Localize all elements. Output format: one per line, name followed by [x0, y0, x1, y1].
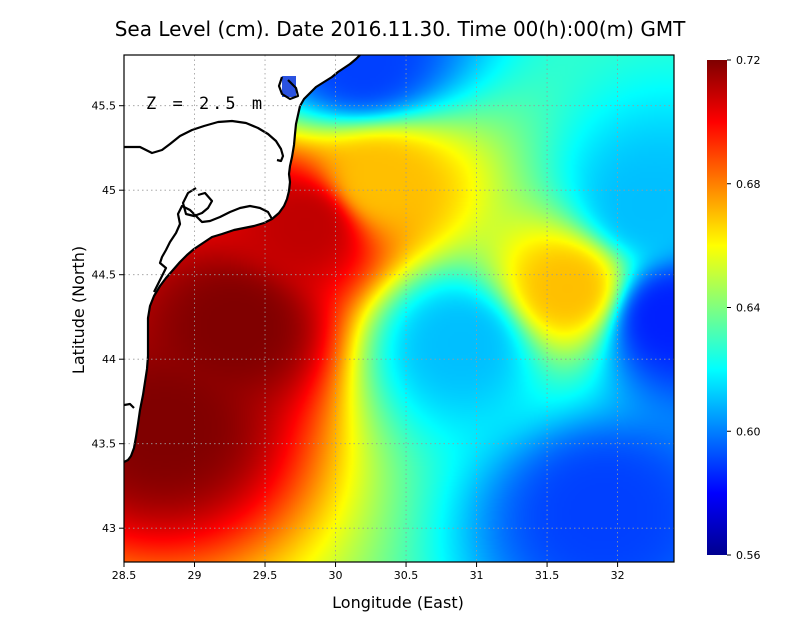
x-tick-label: 31 [470, 569, 484, 582]
x-tick-label: 29 [188, 569, 202, 582]
colorbar-tick-label: 0.68 [736, 178, 761, 191]
colorbar: 0.72 0.68 0.64 0.60 0.56 [707, 54, 761, 562]
coastline [124, 55, 361, 463]
y-tick-label: 45 [102, 184, 116, 197]
colorbar-tick-label: 0.60 [736, 425, 761, 438]
map-plot-area: 28.5 29 29.5 30 30.5 31 31.5 32 4343.54444.5454… [92, 54, 675, 582]
x-ticks: 28.5 29 29.5 30 30.5 31 31.5 32 [112, 562, 625, 582]
danube-arm-shore [277, 76, 300, 101]
plot-frame [123, 54, 675, 563]
y-tick-label: 45.5 [92, 100, 117, 113]
grid-lines [124, 55, 674, 562]
land-area [124, 55, 360, 462]
y-tick-label: 44.5 [92, 269, 117, 282]
x-axis-label: Longitude (East) [332, 593, 464, 612]
colorbar-ticks: 0.72 0.68 0.64 0.60 0.56 [727, 54, 761, 562]
chart-title: Sea Level (cm). Date 2016.11.30. Time 00… [115, 17, 686, 41]
y-axis-label: Latitude (North) [69, 246, 88, 374]
x-tick-label: 32 [611, 569, 625, 582]
lake-shore [124, 119, 285, 163]
y-tick-label: 43.5 [92, 438, 117, 451]
liman-shore [153, 204, 273, 293]
x-tick-label: 29.5 [253, 569, 278, 582]
x-tick-label: 31.5 [535, 569, 560, 582]
land-areas [124, 55, 360, 462]
x-tick-label: 28.5 [112, 569, 137, 582]
estuary-shore [181, 187, 214, 218]
y-ticks: 43 43.5 44 44.5 45 45.5 [92, 100, 124, 535]
x-tick-label: 30 [329, 569, 343, 582]
colorbar-gradient [707, 60, 727, 555]
colorbar-tick-label: 0.56 [736, 549, 761, 562]
southern-coast-stub [124, 402, 135, 409]
colorbar-tick-label: 0.72 [736, 54, 761, 67]
depth-annotation: Z = 2.5 m [146, 94, 265, 114]
western-coastline [124, 55, 361, 463]
x-tick-label: 30.5 [394, 569, 419, 582]
y-tick-label: 44 [102, 353, 116, 366]
y-tick-label: 43 [102, 522, 116, 535]
danube-delta-patch [282, 76, 296, 97]
colorbar-tick-label: 0.64 [736, 302, 761, 315]
